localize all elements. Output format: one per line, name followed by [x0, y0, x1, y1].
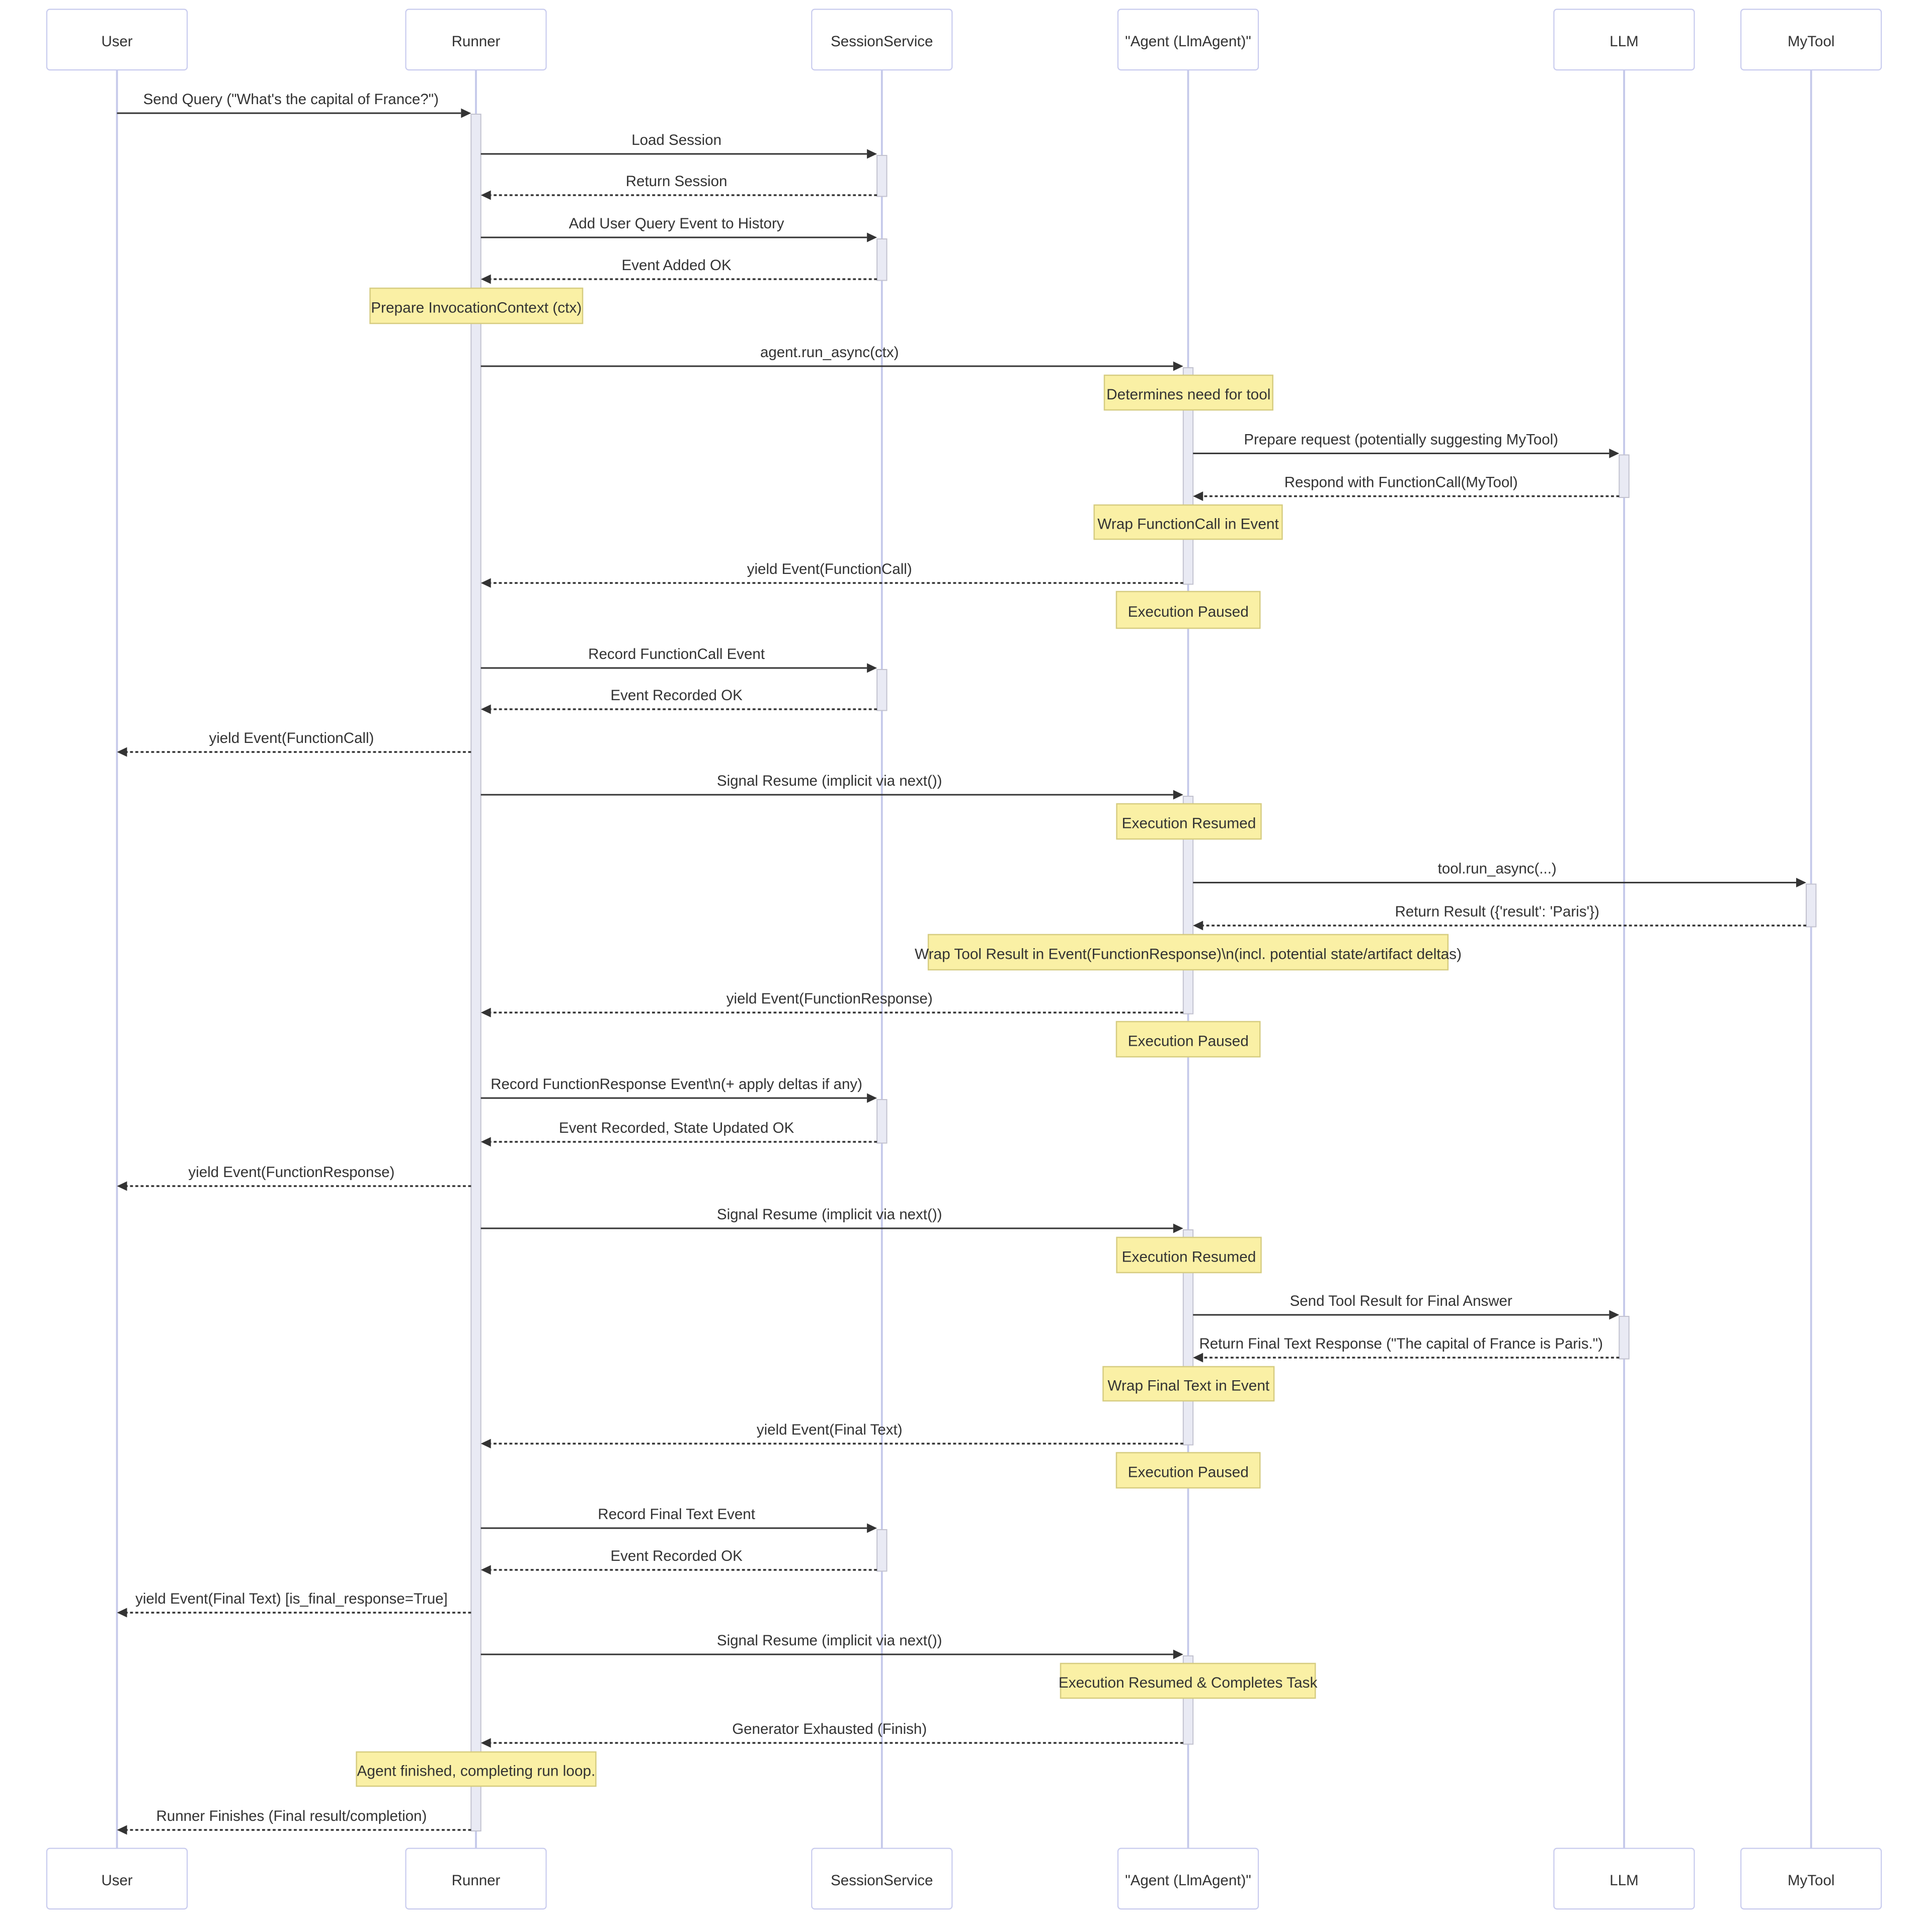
svg-text:yield Event(FunctionCall): yield Event(FunctionCall) [209, 730, 374, 746]
svg-text:Wrap Final Text in Event: Wrap Final Text in Event [1107, 1377, 1270, 1394]
svg-text:Runner: Runner [452, 33, 501, 50]
svg-text:Send Query ("What's the capita: Send Query ("What's the capital of Franc… [143, 91, 439, 108]
svg-text:SessionService: SessionService [831, 33, 933, 50]
svg-text:MyTool: MyTool [1788, 33, 1834, 50]
svg-text:"Agent (LlmAgent)": "Agent (LlmAgent)" [1125, 1872, 1251, 1889]
svg-text:yield Event(FunctionResponse): yield Event(FunctionResponse) [727, 990, 933, 1007]
svg-text:Record FunctionCall Event: Record FunctionCall Event [588, 646, 765, 662]
svg-text:agent.run_async(ctx): agent.run_async(ctx) [760, 344, 899, 361]
svg-text:Determines need for tool: Determines need for tool [1106, 386, 1270, 403]
svg-text:User: User [101, 1872, 132, 1889]
svg-text:Execution Resumed & Completes: Execution Resumed & Completes Task [1059, 1675, 1318, 1691]
svg-text:LLM: LLM [1609, 33, 1638, 50]
svg-text:Send Tool Result for Final Ans: Send Tool Result for Final Answer [1290, 1293, 1512, 1309]
svg-text:Runner: Runner [452, 1872, 501, 1889]
svg-text:Respond with FunctionCall(MyTo: Respond with FunctionCall(MyTool) [1284, 474, 1518, 491]
svg-text:Event Recorded OK: Event Recorded OK [610, 1548, 743, 1564]
svg-text:Event Recorded, State Updated: Event Recorded, State Updated OK [559, 1120, 794, 1136]
svg-text:Runner Finishes (Final result/: Runner Finishes (Final result/completion… [156, 1808, 427, 1824]
svg-text:Event Recorded OK: Event Recorded OK [610, 687, 743, 704]
svg-text:tool.run_async(...): tool.run_async(...) [1438, 861, 1557, 877]
svg-text:Record Final Text Event: Record Final Text Event [598, 1506, 755, 1523]
svg-text:Return Session: Return Session [626, 173, 728, 190]
svg-text:yield Event(Final Text) [is_fi: yield Event(Final Text) [is_final_respon… [135, 1591, 448, 1607]
svg-text:Record FunctionResponse Event\: Record FunctionResponse Event\n(+ apply … [491, 1076, 862, 1093]
svg-text:Signal Resume (implicit via ne: Signal Resume (implicit via next()) [717, 1206, 942, 1223]
svg-text:yield Event(FunctionCall): yield Event(FunctionCall) [747, 561, 912, 577]
svg-text:MyTool: MyTool [1788, 1872, 1834, 1889]
svg-text:Return Final Text Response ("T: Return Final Text Response ("The capital… [1199, 1335, 1602, 1352]
svg-text:Load Session: Load Session [631, 132, 721, 148]
svg-text:Execution Paused: Execution Paused [1128, 604, 1249, 620]
svg-text:Prepare InvocationContext (ctx: Prepare InvocationContext (ctx) [371, 299, 582, 316]
svg-text:Add User Query Event to Histor: Add User Query Event to History [569, 215, 784, 232]
svg-text:Generator Exhausted (Finish): Generator Exhausted (Finish) [732, 1721, 927, 1737]
svg-text:Execution Paused: Execution Paused [1128, 1033, 1249, 1049]
svg-text:Agent finished, completing run: Agent finished, completing run loop. [357, 1763, 596, 1779]
svg-text:Execution Paused: Execution Paused [1128, 1464, 1249, 1480]
svg-text:yield Event(FunctionResponse): yield Event(FunctionResponse) [188, 1164, 394, 1181]
svg-text:Signal Resume (implicit via ne: Signal Resume (implicit via next()) [717, 773, 942, 789]
svg-text:"Agent (LlmAgent)": "Agent (LlmAgent)" [1125, 33, 1251, 50]
svg-text:LLM: LLM [1609, 1872, 1638, 1889]
svg-text:Prepare request (potentially s: Prepare request (potentially suggesting … [1244, 431, 1558, 448]
svg-text:Return Result ({'result': 'Par: Return Result ({'result': 'Paris'}) [1395, 903, 1599, 920]
svg-text:yield Event(Final Text): yield Event(Final Text) [757, 1421, 903, 1438]
svg-text:Wrap FunctionCall in Event: Wrap FunctionCall in Event [1097, 516, 1279, 532]
svg-text:Signal Resume (implicit via ne: Signal Resume (implicit via next()) [717, 1632, 942, 1649]
svg-text:Wrap Tool Result in Event(Func: Wrap Tool Result in Event(FunctionRespon… [915, 946, 1462, 962]
svg-text:Execution Resumed: Execution Resumed [1122, 1248, 1256, 1265]
svg-text:Execution Resumed: Execution Resumed [1122, 815, 1256, 831]
svg-text:User: User [101, 33, 132, 50]
svg-text:Event Added OK: Event Added OK [622, 257, 732, 274]
svg-text:SessionService: SessionService [831, 1872, 933, 1889]
